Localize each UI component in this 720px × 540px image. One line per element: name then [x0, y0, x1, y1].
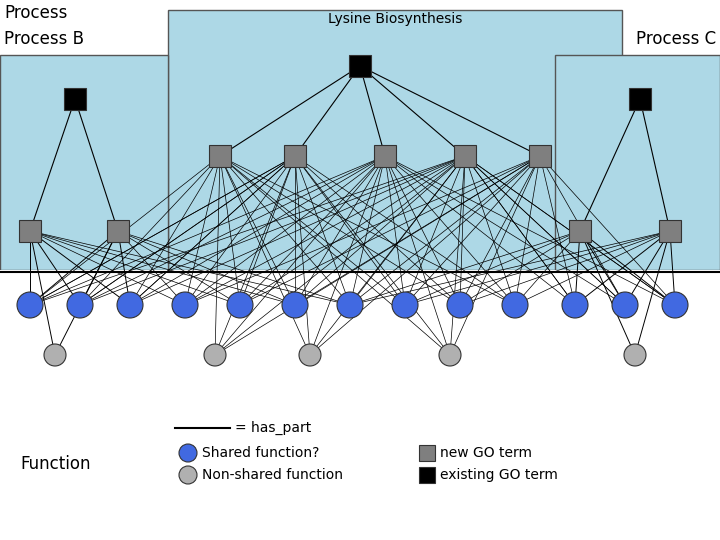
Bar [0, 55, 168, 270]
Text: Shared function?: Shared function? [202, 446, 320, 460]
Circle shape [17, 292, 43, 318]
Text: = has_part: = has_part [235, 421, 311, 435]
Circle shape [447, 292, 473, 318]
Circle shape [227, 292, 253, 318]
Bar [374, 145, 396, 167]
Bar [419, 467, 435, 483]
Bar [529, 145, 551, 167]
Circle shape [299, 344, 321, 366]
Circle shape [392, 292, 418, 318]
Bar [107, 220, 129, 242]
Circle shape [179, 444, 197, 462]
Bar [0, 270, 720, 284]
Bar [629, 88, 651, 110]
Circle shape [172, 292, 198, 318]
Circle shape [337, 292, 363, 318]
Text: Process C: Process C [636, 30, 716, 48]
Bar [349, 55, 371, 77]
Circle shape [662, 292, 688, 318]
Circle shape [67, 292, 93, 318]
Text: new GO term: new GO term [440, 446, 532, 460]
Bar [284, 145, 306, 167]
Bar [569, 220, 591, 242]
Circle shape [562, 292, 588, 318]
Bar [659, 220, 681, 242]
Circle shape [44, 344, 66, 366]
Circle shape [204, 344, 226, 366]
Bar [209, 145, 231, 167]
Bar [168, 10, 622, 270]
Text: Function: Function [20, 455, 91, 473]
Text: Process B: Process B [4, 30, 84, 48]
Text: Process: Process [4, 4, 68, 22]
Bar [19, 220, 41, 242]
Circle shape [282, 292, 308, 318]
Circle shape [117, 292, 143, 318]
Text: Lysine Biosynthesis: Lysine Biosynthesis [328, 12, 462, 26]
Bar [419, 445, 435, 461]
Circle shape [502, 292, 528, 318]
Bar [555, 55, 720, 270]
Text: existing GO term: existing GO term [440, 468, 558, 482]
Text: Non-shared function: Non-shared function [202, 468, 343, 482]
Circle shape [439, 344, 461, 366]
Bar [454, 145, 476, 167]
Circle shape [179, 466, 197, 484]
Circle shape [624, 344, 646, 366]
Bar [64, 88, 86, 110]
Circle shape [612, 292, 638, 318]
